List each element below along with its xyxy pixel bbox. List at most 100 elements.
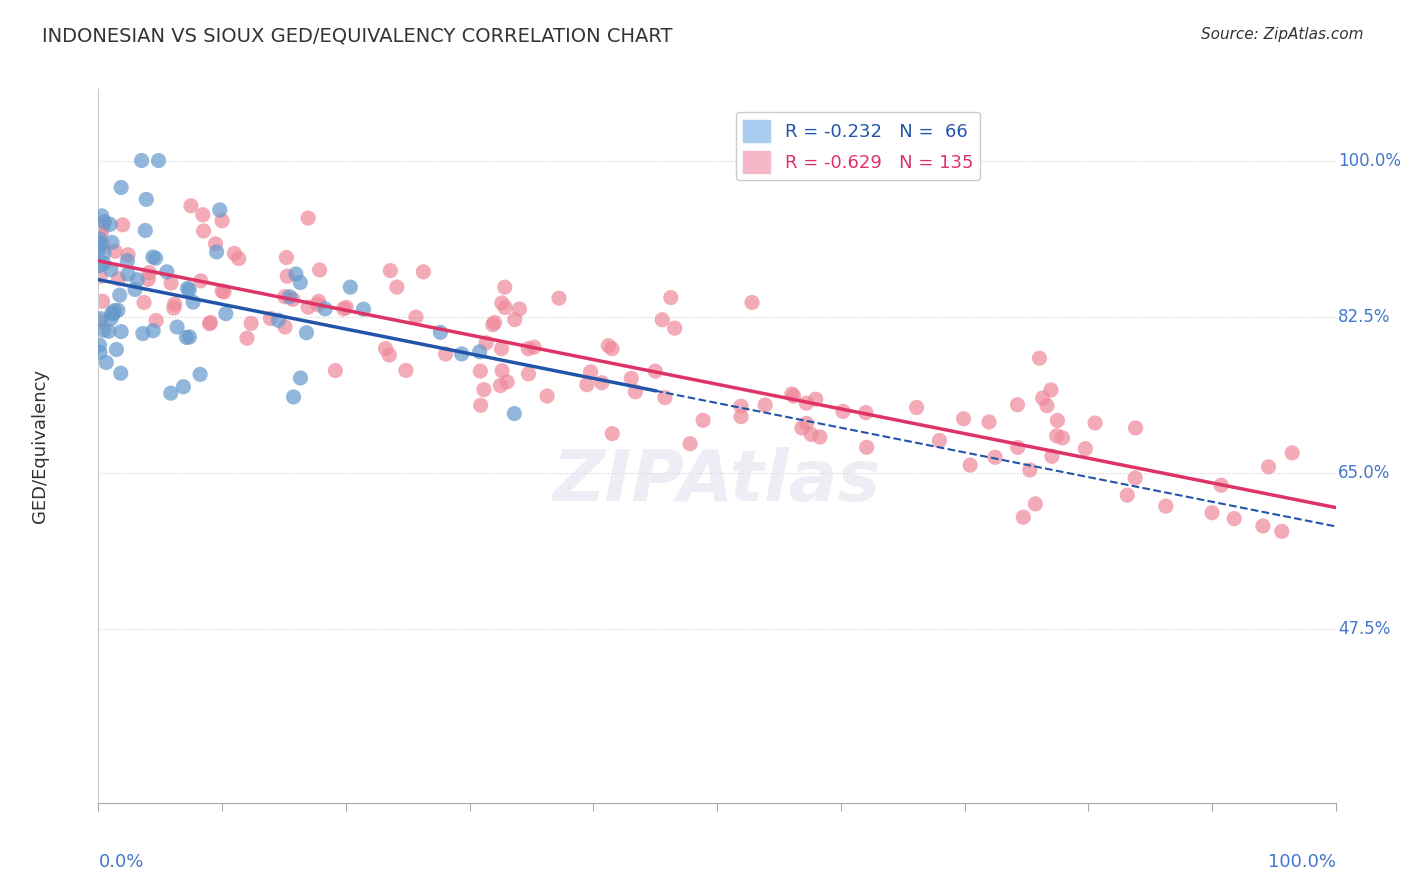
Sioux <box>654 391 676 405</box>
Sioux <box>470 398 492 412</box>
Sioux <box>1040 450 1063 464</box>
Indonesians <box>93 245 115 260</box>
Indonesians <box>429 326 451 340</box>
Sioux <box>1125 421 1147 435</box>
Indonesians <box>353 302 375 317</box>
Sioux <box>536 389 558 403</box>
Sioux <box>89 269 111 284</box>
Sioux <box>575 377 598 392</box>
Indonesians <box>93 256 115 270</box>
Indonesians <box>105 343 128 357</box>
Sioux <box>730 409 752 424</box>
Text: 65.0%: 65.0% <box>1339 464 1391 482</box>
Sioux <box>297 211 319 226</box>
Sioux <box>1046 429 1069 443</box>
Sioux <box>503 312 526 326</box>
Sioux <box>489 378 512 392</box>
Indonesians <box>208 202 231 217</box>
Sioux <box>180 199 202 213</box>
Indonesians <box>284 267 307 281</box>
Sioux <box>374 342 396 356</box>
Indonesians <box>100 306 122 320</box>
Indonesians <box>98 218 121 232</box>
Sioux <box>191 208 214 222</box>
Sioux <box>470 364 492 378</box>
Text: Source: ZipAtlas.com: Source: ZipAtlas.com <box>1201 27 1364 42</box>
Sioux <box>952 411 974 425</box>
Sioux <box>659 291 682 305</box>
Sioux <box>211 284 233 298</box>
Sioux <box>259 311 281 326</box>
Indonesians <box>110 180 132 194</box>
Sioux <box>517 367 540 381</box>
Sioux <box>928 434 950 448</box>
Sioux <box>664 321 686 335</box>
Indonesians <box>96 355 118 369</box>
Indonesians <box>89 236 111 251</box>
Sioux <box>790 421 813 435</box>
Text: 0.0%: 0.0% <box>98 853 143 871</box>
Sioux <box>90 226 112 240</box>
Indonesians <box>97 324 120 338</box>
Sioux <box>1012 510 1035 524</box>
Sioux <box>591 376 613 390</box>
Sioux <box>651 313 673 327</box>
Indonesians <box>135 193 157 207</box>
Indonesians <box>142 324 165 338</box>
Indonesians <box>267 313 290 327</box>
Indonesians <box>107 303 129 318</box>
Sioux <box>491 342 513 356</box>
Text: 82.5%: 82.5% <box>1339 308 1391 326</box>
Sioux <box>644 364 666 378</box>
Indonesians <box>278 290 301 304</box>
Sioux <box>1201 506 1223 520</box>
Sioux <box>91 294 114 309</box>
Sioux <box>308 263 330 277</box>
Indonesians <box>108 288 131 302</box>
Indonesians <box>339 280 361 294</box>
Indonesians <box>90 209 112 223</box>
Indonesians <box>295 326 318 340</box>
Sioux <box>1281 446 1303 460</box>
Sioux <box>491 364 513 378</box>
Sioux <box>600 342 623 356</box>
Sioux <box>620 371 643 385</box>
Sioux <box>523 340 546 354</box>
Indonesians <box>503 407 526 421</box>
Sioux <box>190 274 212 288</box>
Indonesians <box>290 371 312 385</box>
Sioux <box>508 301 530 316</box>
Sioux <box>198 317 221 331</box>
Indonesians <box>145 251 167 265</box>
Sioux <box>104 244 127 259</box>
Sioux <box>236 331 259 345</box>
Sioux <box>491 296 513 310</box>
Indonesians <box>89 345 111 359</box>
Sioux <box>484 316 506 330</box>
Sioux <box>679 436 702 450</box>
Indonesians <box>89 259 111 273</box>
Sioux <box>1007 398 1029 412</box>
Sioux <box>1074 442 1097 456</box>
Sioux <box>163 297 186 311</box>
Sioux <box>193 224 215 238</box>
Sioux <box>204 236 226 251</box>
Text: 47.5%: 47.5% <box>1339 620 1391 638</box>
Indonesians <box>314 301 336 316</box>
Indonesians <box>93 323 115 337</box>
Sioux <box>800 427 823 442</box>
Sioux <box>548 291 571 305</box>
Sioux <box>160 276 183 290</box>
Indonesians <box>142 250 165 264</box>
Indonesians <box>110 325 132 339</box>
Indonesians <box>176 281 198 295</box>
Text: INDONESIAN VS SIOUX GED/EQUIVALENCY CORRELATION CHART: INDONESIAN VS SIOUX GED/EQUIVALENCY CORR… <box>42 27 672 45</box>
Sioux <box>475 335 498 350</box>
Indonesians <box>103 303 125 318</box>
Sioux <box>412 265 434 279</box>
Indonesians <box>179 283 201 297</box>
Sioux <box>163 301 186 315</box>
Sioux <box>754 398 776 412</box>
Text: 100.0%: 100.0% <box>1339 152 1402 169</box>
Sioux <box>496 375 519 389</box>
